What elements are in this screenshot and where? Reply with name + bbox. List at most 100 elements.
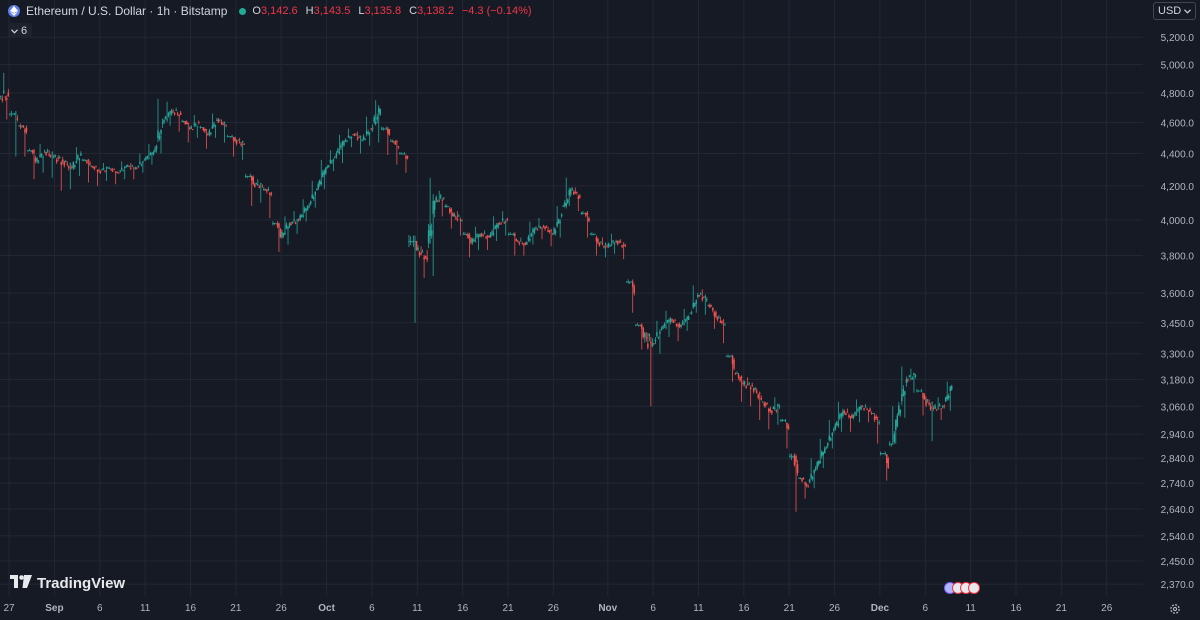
indicators-toggle[interactable]: 6 <box>8 23 32 38</box>
candle <box>698 294 701 297</box>
candle-body <box>140 164 143 166</box>
candle-body <box>250 175 253 181</box>
candle-body <box>707 304 710 306</box>
candle <box>778 404 781 409</box>
candle-body <box>613 243 616 245</box>
candle-body <box>18 125 20 127</box>
currency-select[interactable]: USD <box>1153 2 1196 20</box>
candle-body <box>36 157 38 162</box>
candle <box>93 166 96 171</box>
close-label: C <box>409 5 418 17</box>
gear-icon[interactable] <box>1169 602 1181 614</box>
candle <box>196 125 199 138</box>
candle <box>143 158 146 161</box>
candle <box>22 125 25 128</box>
candle-body <box>541 228 543 230</box>
candle <box>893 431 896 444</box>
candle <box>219 119 221 122</box>
candle <box>752 387 755 394</box>
candle <box>462 232 465 235</box>
candle-body <box>675 323 678 326</box>
candle <box>890 443 893 447</box>
candle-body <box>774 407 776 409</box>
candle <box>358 135 360 138</box>
candle <box>328 164 330 168</box>
candle-body <box>801 478 803 482</box>
candle <box>397 145 400 150</box>
candle <box>249 173 251 178</box>
candle-body <box>75 161 78 164</box>
candle-body <box>45 151 47 156</box>
candle-body <box>700 293 702 295</box>
time-axis[interactable]: 27 Sep 6 11 16 21 26 Oct 6 11 16 21 26 Nov 6 11 16 21 26 De… <box>4 603 1113 614</box>
open-value: 3,142.6 <box>260 5 298 17</box>
candle-body <box>778 406 781 408</box>
candle-body <box>817 461 820 465</box>
candle-body <box>533 228 536 233</box>
candle <box>775 409 778 413</box>
candle-body <box>494 225 496 230</box>
candle <box>810 458 812 480</box>
candle <box>439 193 442 200</box>
candle-body <box>635 324 637 326</box>
candle <box>163 118 165 125</box>
candle <box>665 310 667 330</box>
candle <box>55 157 58 164</box>
candle-body <box>235 140 238 144</box>
candle-body <box>947 396 950 399</box>
low-value: 3,135.8 <box>364 5 402 17</box>
price-tick-label: 4,800.0 <box>1161 89 1195 100</box>
candle <box>151 152 153 165</box>
candle <box>473 237 475 242</box>
time-tick-label: 26 <box>829 603 841 614</box>
candle-body <box>397 146 400 148</box>
candle <box>539 226 542 230</box>
candle <box>208 128 211 137</box>
candle-body <box>436 201 439 203</box>
candle-body <box>885 454 888 464</box>
candle <box>879 451 882 456</box>
candle <box>762 401 764 403</box>
candle-body <box>438 200 440 202</box>
candle-body <box>468 234 471 239</box>
candle-body <box>293 219 295 221</box>
candle-body <box>554 231 557 233</box>
candle <box>54 154 56 158</box>
candle-body <box>9 113 11 115</box>
event-icons[interactable] <box>944 582 980 594</box>
logo-text: TradingView <box>37 575 126 592</box>
event-icon[interactable] <box>968 582 980 594</box>
candle-body <box>155 145 158 150</box>
time-tick-label: 11 <box>140 603 151 614</box>
candle-body <box>323 170 326 175</box>
candle <box>279 228 282 238</box>
candle-body <box>320 181 323 185</box>
candle <box>432 194 434 276</box>
candle <box>51 151 53 178</box>
candle-body <box>393 140 395 142</box>
tradingview-logo[interactable]: TradingView <box>10 575 125 592</box>
symbol-title[interactable]: Ethereum / U.S. Dollar · 1h · Bitstamp <box>26 4 228 18</box>
candle-body <box>55 159 58 163</box>
candle <box>613 242 616 254</box>
change-value: −4.3 (−0.14%) <box>461 5 532 17</box>
candle-body <box>340 144 342 148</box>
candle-body <box>157 130 159 138</box>
candle <box>10 110 13 117</box>
candle-body <box>446 206 448 207</box>
candle-body <box>373 116 375 123</box>
candle-body <box>902 388 905 396</box>
candle-body <box>851 414 853 418</box>
candle-body <box>241 141 244 142</box>
time-tick-label: 6 <box>369 603 375 614</box>
candle-body <box>15 113 17 115</box>
candle <box>907 377 909 383</box>
low-label: L <box>358 5 365 17</box>
candle-body <box>111 170 114 172</box>
candle <box>388 128 391 136</box>
price-axis[interactable]: 5,200.0 5,000.0 4,800.0 4,600.0 4,400.0 4,200… <box>1161 33 1195 591</box>
time-tick-label: 26 <box>1101 603 1113 614</box>
candle-body <box>721 321 723 323</box>
candle <box>435 195 437 203</box>
